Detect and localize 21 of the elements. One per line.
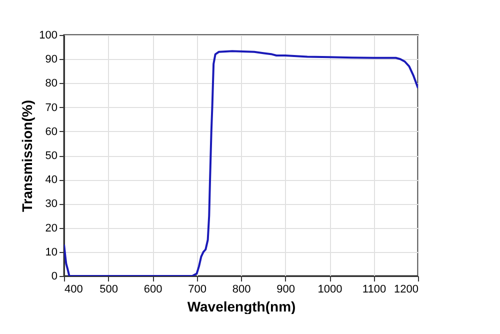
y-tick-label: 0 (51, 270, 58, 282)
x-tick-label: 800 (232, 284, 251, 296)
x-tick-label: 1200 (394, 284, 418, 296)
y-tick-label: 10 (45, 246, 58, 258)
y-tick-label: 20 (45, 222, 58, 234)
y-tick-label: 90 (45, 54, 58, 66)
x-tick-label: 1000 (318, 284, 342, 296)
x-tick-label: 400 (64, 284, 83, 296)
x-tick-label: 900 (276, 284, 295, 296)
y-axis-title: Transmission(%) (19, 100, 36, 212)
y-tick-label: 40 (45, 174, 58, 186)
y-tick-label: 100 (39, 30, 58, 42)
x-tick-label: 500 (100, 284, 118, 296)
y-tick-label: 80 (45, 78, 58, 90)
x-tick-label: 1100 (362, 284, 386, 296)
y-tick-label: 70 (45, 102, 58, 114)
y-tick-label: 60 (45, 126, 58, 138)
y-tick-label: 30 (45, 198, 58, 210)
x-tick-label: 600 (144, 284, 162, 296)
x-tick-label: 700 (188, 284, 206, 296)
y-tick-label: 50 (45, 150, 58, 162)
